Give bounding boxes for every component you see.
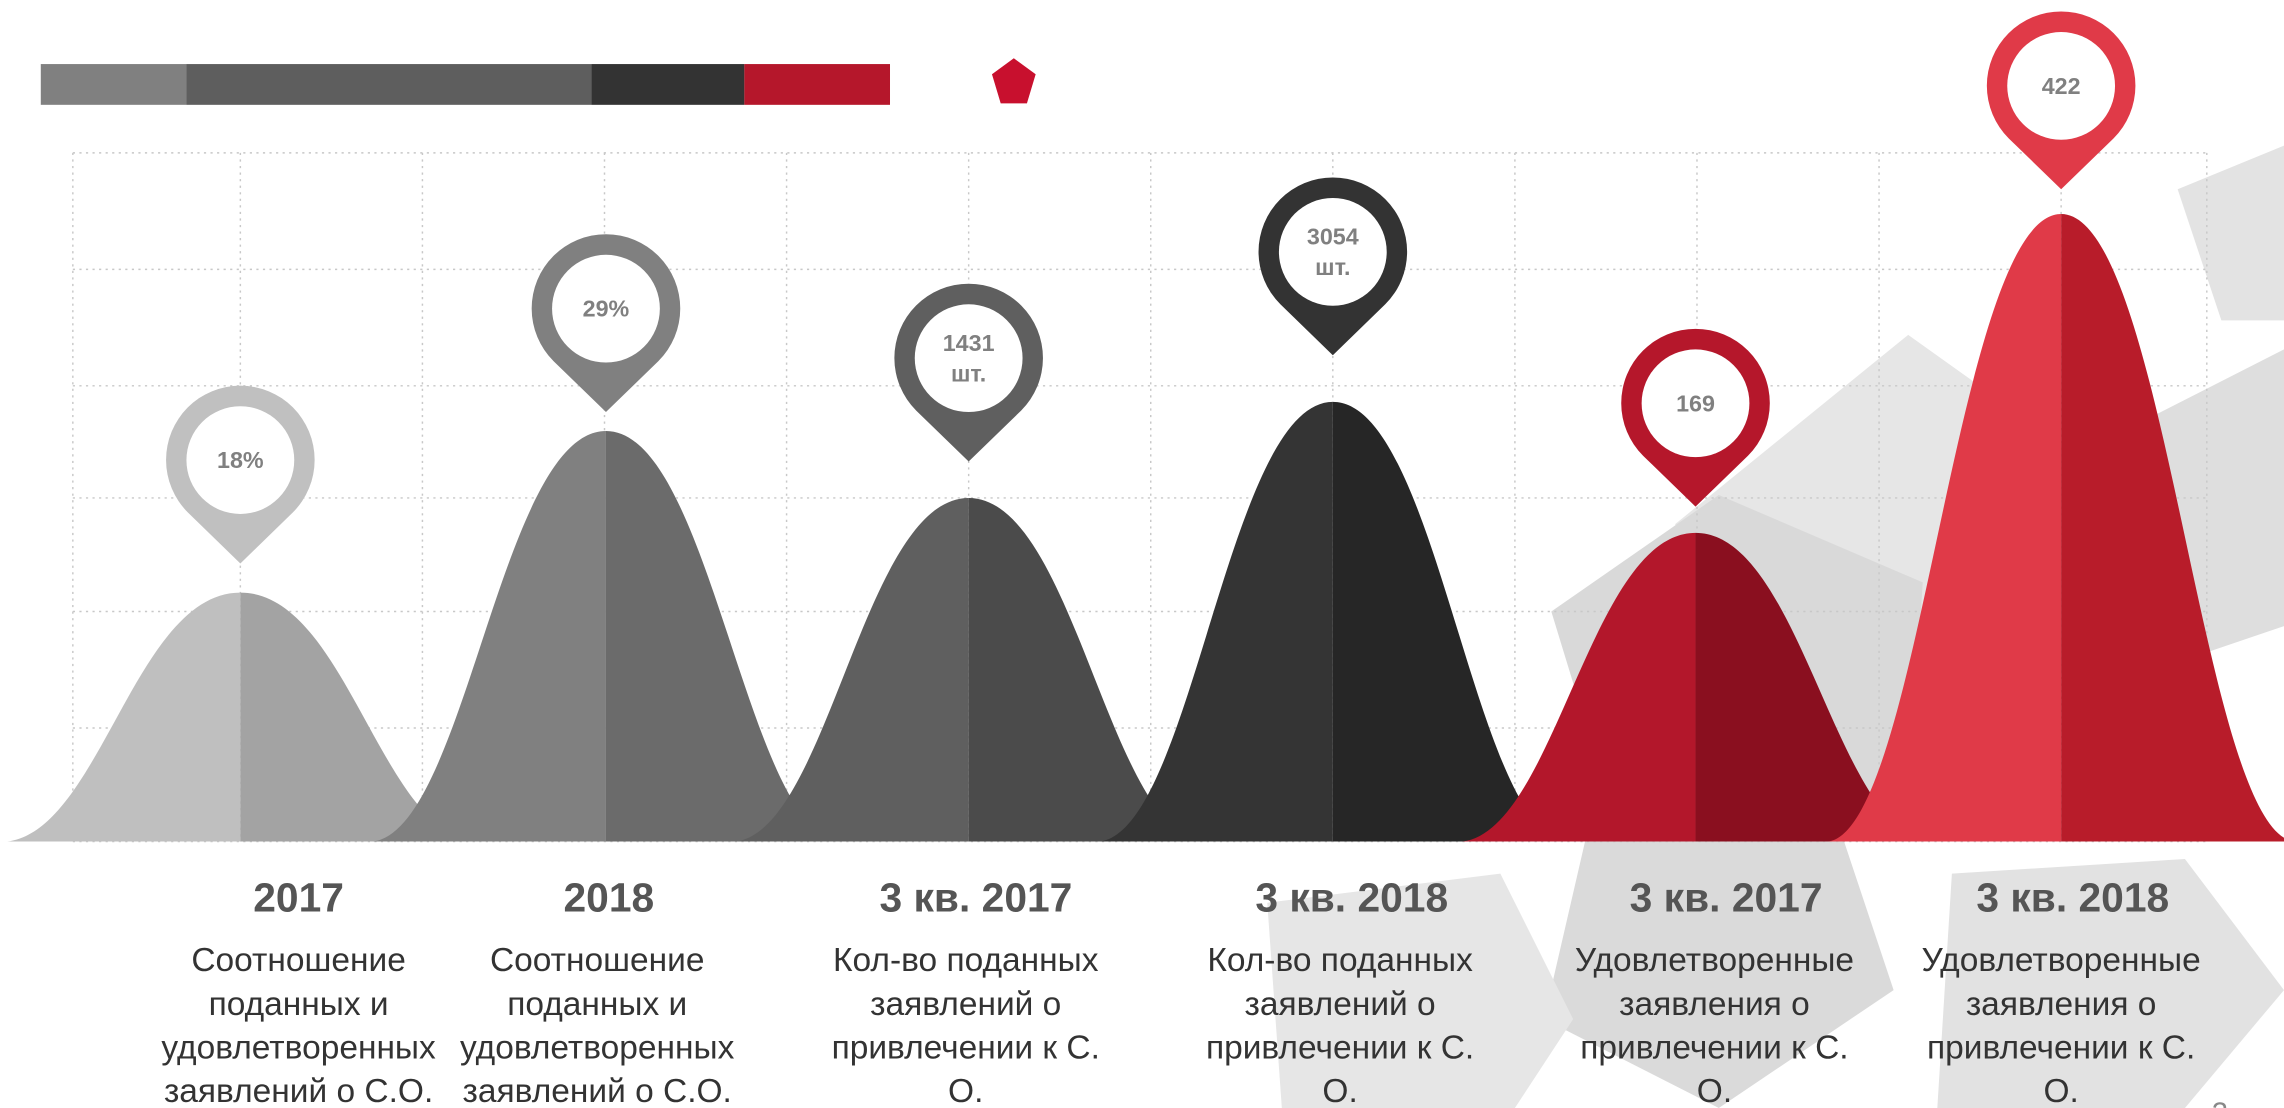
pin-inner bbox=[1641, 349, 1750, 458]
pin-inner bbox=[2007, 32, 2116, 140]
top-bar bbox=[40, 58, 1036, 105]
pin-value: шт. bbox=[951, 360, 986, 386]
description-line: О. bbox=[1322, 1073, 1357, 1108]
description-line: привлечении к С. bbox=[1580, 1030, 1848, 1067]
period: 3 кв. 2018 bbox=[1255, 874, 1448, 920]
pin-value: 18% bbox=[217, 447, 264, 473]
description-line: О. bbox=[2043, 1073, 2078, 1108]
bell-left bbox=[1099, 401, 1333, 842]
description-line: привлечении к С. bbox=[1206, 1030, 1474, 1067]
description-line: О. bbox=[948, 1073, 983, 1108]
bell-left bbox=[1828, 214, 2062, 842]
pin-inner bbox=[914, 304, 1023, 413]
bell-left bbox=[735, 497, 969, 842]
description-line: поданных и bbox=[507, 986, 687, 1023]
description-line: удовлетворенных bbox=[161, 1030, 436, 1067]
description-line: привлечении к С. bbox=[832, 1030, 1100, 1067]
description-line: Удовлетворенные bbox=[1575, 942, 1854, 979]
bell-right bbox=[1332, 401, 1566, 842]
bell-left bbox=[7, 592, 241, 842]
pin-inner bbox=[186, 406, 295, 514]
pin-value: 3054 bbox=[1307, 224, 1359, 250]
pin-inner bbox=[1278, 198, 1387, 306]
period: 2017 bbox=[253, 874, 344, 920]
pin-value: шт. bbox=[1315, 254, 1350, 280]
pin-value: 169 bbox=[1676, 390, 1715, 416]
description-line: Кол-во поданных bbox=[833, 942, 1099, 979]
period: 2018 bbox=[564, 874, 655, 920]
pin-value: 422 bbox=[2042, 73, 2081, 99]
description-line: Соотношение bbox=[490, 942, 705, 979]
description-line: Удовлетворенные bbox=[1922, 942, 2201, 979]
bell-right bbox=[240, 592, 474, 842]
description-line: привлечении к С. bbox=[1927, 1030, 2195, 1067]
description-line: поданных и bbox=[209, 986, 389, 1023]
description-line: заявления о bbox=[1966, 986, 2157, 1023]
description-line: заявлений о С.О. bbox=[164, 1073, 433, 1108]
bell-right bbox=[605, 430, 840, 842]
pin-value: 29% bbox=[583, 296, 630, 322]
bell-right bbox=[1695, 532, 1929, 842]
period: 3 кв. 2017 bbox=[880, 874, 1073, 920]
description-line: Кол-во поданных bbox=[1207, 942, 1473, 979]
description-line: О. bbox=[1697, 1073, 1732, 1108]
description-line: Соотношение bbox=[191, 942, 406, 979]
labels: 2017 Соотношение поданных и удовлетворенных… bbox=[161, 874, 2228, 1108]
bell-right bbox=[2061, 214, 2284, 842]
period: 3 кв. 2017 bbox=[1630, 874, 1823, 920]
description-line: заявления о bbox=[1619, 986, 1810, 1023]
bell-left bbox=[1462, 532, 1696, 842]
description-line: заявлений о bbox=[870, 986, 1061, 1023]
description-line: заявлений о С.О. bbox=[463, 1073, 732, 1108]
pin-inner bbox=[552, 254, 660, 363]
bells: 18% 29% 1431 шт. 3054 шт. 169 422 bbox=[7, 11, 2284, 842]
bell-right bbox=[968, 497, 1202, 842]
pin-value: 1431 bbox=[943, 330, 995, 356]
description-line: заявлений о bbox=[1245, 986, 1436, 1023]
page-number: 2 bbox=[2212, 1098, 2228, 1108]
bell-left bbox=[372, 430, 606, 842]
period: 3 кв. 2018 bbox=[1976, 874, 2169, 920]
description-line: удовлетворенных bbox=[460, 1030, 735, 1067]
